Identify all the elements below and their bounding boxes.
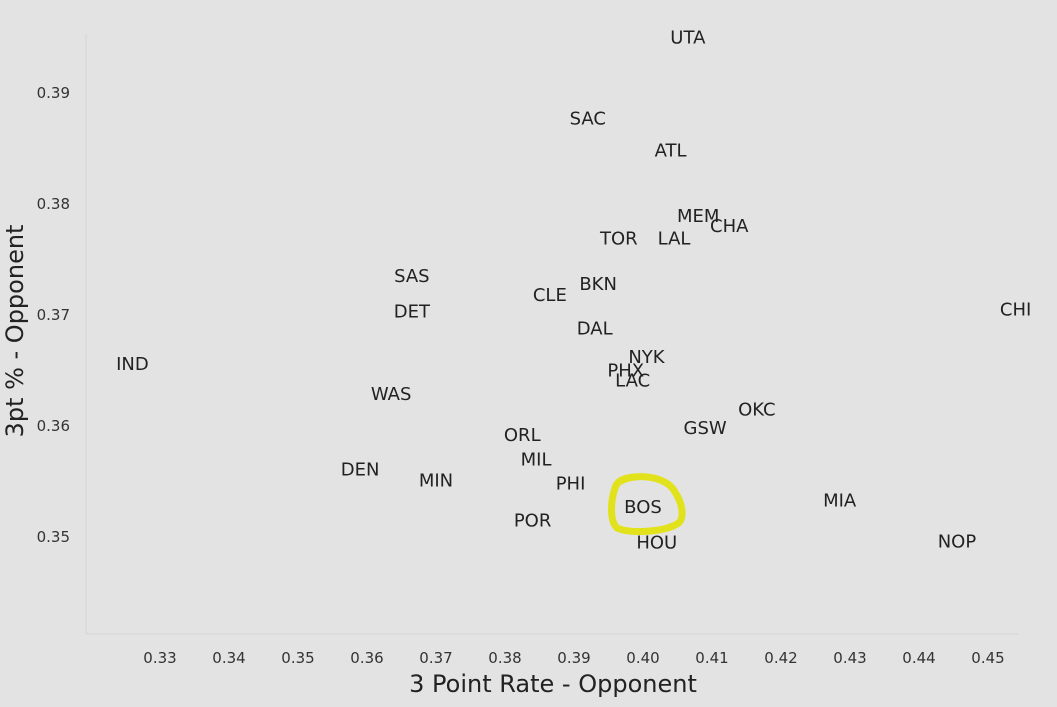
team-label-uta: UTA bbox=[670, 28, 706, 49]
team-label-dal: DAL bbox=[577, 318, 613, 339]
y-tick-label: 0.36 bbox=[37, 417, 70, 435]
x-tick-label: 0.36 bbox=[350, 649, 383, 667]
highlight-circle bbox=[608, 473, 686, 536]
x-tick-label: 0.44 bbox=[902, 649, 935, 667]
x-tick-label: 0.35 bbox=[281, 649, 314, 667]
team-label-ind: IND bbox=[116, 354, 149, 375]
x-tick-labels: 0.33 0.34 0.35 0.36 0.37 0.38 0.39 0.40 0.41 0.42… bbox=[143, 649, 1004, 667]
x-tick-label: 0.42 bbox=[764, 649, 797, 667]
x-tick-label: 0.45 bbox=[971, 649, 1004, 667]
team-label-cle: CLE bbox=[533, 285, 567, 306]
team-label-lac: LAC bbox=[615, 370, 650, 391]
y-axis-title: 3pt % - Opponent bbox=[1, 225, 29, 438]
team-label-nyk: NYK bbox=[628, 347, 665, 368]
team-label-bos: BOS bbox=[624, 497, 662, 518]
team-label-sac: SAC bbox=[570, 109, 606, 130]
team-label-lal: LAL bbox=[658, 228, 691, 249]
team-label-mem: MEM bbox=[677, 206, 719, 227]
x-tick-label: 0.38 bbox=[488, 649, 521, 667]
team-label-nop: NOP bbox=[938, 531, 977, 552]
y-tick-label: 0.37 bbox=[37, 306, 70, 324]
team-label-atl: ATL bbox=[655, 141, 687, 162]
highlight-layer bbox=[608, 473, 686, 536]
y-tick-label: 0.39 bbox=[37, 84, 70, 102]
team-label-hou: HOU bbox=[636, 533, 677, 554]
x-tick-label: 0.37 bbox=[419, 649, 452, 667]
team-label-chi: CHI bbox=[1000, 299, 1031, 320]
y-tick-labels: 0.35 0.36 0.37 0.38 0.39 bbox=[37, 84, 70, 546]
team-label-okc: OKC bbox=[738, 399, 776, 420]
x-tick-label: 0.39 bbox=[557, 649, 590, 667]
team-label-den: DEN bbox=[341, 459, 380, 480]
team-label-phx: PHX bbox=[607, 361, 644, 382]
team-label-bkn: BKN bbox=[579, 274, 617, 295]
x-tick-label: 0.33 bbox=[143, 649, 176, 667]
team-label-cha: CHA bbox=[710, 216, 749, 237]
team-label-tor: TOR bbox=[599, 228, 638, 249]
team-label-was: WAS bbox=[371, 384, 412, 405]
x-tick-label: 0.40 bbox=[626, 649, 659, 667]
x-axis-title: 3 Point Rate - Opponent bbox=[409, 670, 697, 698]
team-label-orl: ORL bbox=[504, 425, 541, 446]
x-tick-label: 0.41 bbox=[695, 649, 728, 667]
team-label-mil: MIL bbox=[521, 449, 552, 470]
team-label-gsw: GSW bbox=[684, 418, 727, 439]
x-tick-label: 0.34 bbox=[212, 649, 245, 667]
y-tick-label: 0.38 bbox=[37, 195, 70, 213]
y-tick-label: 0.35 bbox=[37, 528, 70, 546]
team-label-phi: PHI bbox=[556, 474, 586, 495]
team-label-mia: MIA bbox=[823, 490, 857, 511]
x-tick-label: 0.43 bbox=[833, 649, 866, 667]
team-label-det: DET bbox=[394, 302, 431, 323]
team-label-sas: SAS bbox=[394, 266, 430, 287]
team-label-por: POR bbox=[514, 510, 552, 531]
team-label-min: MIN bbox=[419, 470, 453, 491]
